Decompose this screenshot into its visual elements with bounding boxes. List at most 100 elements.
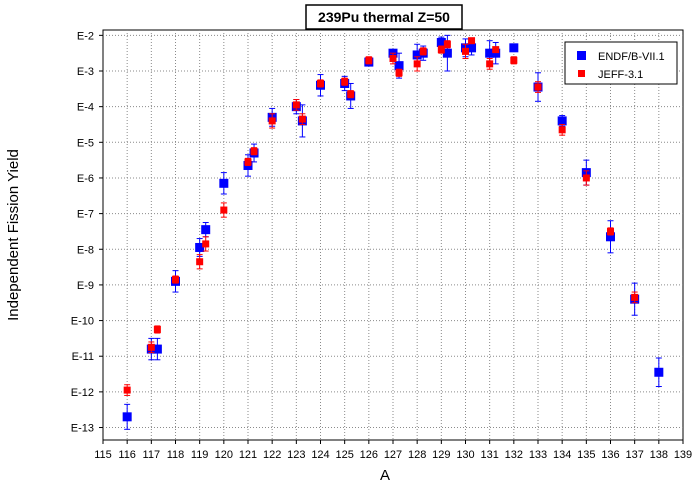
x-tick-label: 123 — [287, 449, 305, 461]
chart-title: 239Pu thermal Z=50 — [318, 9, 450, 25]
data-point — [654, 357, 664, 388]
marker — [123, 386, 131, 394]
x-tick-label: 121 — [239, 449, 257, 461]
marker — [202, 240, 210, 248]
marker — [220, 206, 228, 214]
x-tick-label: 124 — [311, 449, 329, 461]
y-tick-label: E-12 — [71, 387, 94, 399]
marker — [557, 116, 567, 126]
data-point — [341, 77, 349, 86]
marker — [654, 367, 664, 377]
x-tick-label: 129 — [432, 449, 450, 461]
marker — [298, 115, 306, 123]
data-point — [509, 43, 519, 53]
data-point — [317, 79, 324, 88]
marker — [395, 69, 403, 77]
marker — [195, 242, 205, 252]
marker — [606, 232, 615, 242]
marker — [413, 60, 421, 68]
data-point — [413, 56, 421, 72]
marker — [412, 50, 422, 60]
data-point — [462, 43, 469, 60]
data-point — [395, 68, 403, 77]
x-tick-label: 120 — [215, 449, 233, 461]
data-point — [219, 172, 229, 195]
marker — [365, 56, 373, 64]
marker — [491, 48, 501, 58]
marker — [510, 56, 518, 64]
y-tick-label: E-8 — [77, 244, 94, 256]
marker — [468, 37, 476, 45]
x-tick-label: 119 — [191, 449, 209, 461]
x-tick-label: 133 — [529, 449, 547, 461]
x-tick-label: 136 — [601, 449, 619, 461]
marker — [534, 83, 542, 91]
marker — [219, 178, 229, 188]
y-tick-label: E-3 — [77, 66, 94, 78]
x-tick-label: 128 — [408, 449, 426, 461]
x-tick-label: 117 — [143, 449, 161, 461]
x-tick-label: 139 — [674, 449, 692, 461]
legend-label-jeff: JEFF-3.1 — [598, 69, 643, 81]
x-tick-label: 125 — [335, 449, 353, 461]
marker — [122, 412, 132, 422]
data-point — [468, 37, 476, 45]
data-point — [123, 384, 131, 396]
data-point — [607, 227, 614, 236]
data-point — [582, 170, 590, 186]
marker — [341, 78, 349, 86]
data-point — [534, 81, 542, 93]
title-frame — [305, 4, 463, 30]
marker — [443, 40, 451, 48]
marker — [347, 90, 355, 98]
y-tick-label: E-13 — [71, 423, 94, 435]
legend-label-endf: ENDF/B-VII.1 — [598, 51, 665, 63]
data-point — [510, 56, 518, 65]
data-point — [606, 220, 615, 254]
marker — [582, 174, 590, 182]
data-point — [196, 254, 204, 270]
x-tick-label: 134 — [553, 449, 571, 461]
marker — [462, 47, 469, 55]
marker — [153, 325, 161, 333]
data-point — [244, 157, 252, 166]
marker — [467, 43, 477, 53]
y-tick-label: E-4 — [77, 102, 94, 114]
data-point — [443, 40, 451, 49]
data-point — [631, 291, 639, 304]
data-point — [298, 113, 306, 125]
data-point — [250, 147, 258, 156]
data-point — [268, 113, 276, 129]
y-axis-label: Independent Fission Yield — [5, 149, 22, 321]
data-point — [491, 41, 501, 65]
data-point — [153, 325, 161, 334]
marker — [437, 46, 445, 54]
data-point — [220, 202, 228, 218]
marker — [147, 343, 155, 351]
data-point — [152, 337, 162, 361]
marker — [196, 258, 204, 266]
y-tick-label: E-11 — [72, 351, 94, 363]
data-point — [492, 46, 500, 54]
marker — [442, 48, 452, 58]
x-tick-label: 126 — [360, 449, 378, 461]
data-point — [486, 58, 494, 70]
x-tick-label: 135 — [577, 449, 595, 461]
data-point — [202, 236, 210, 252]
x-tick-label: 115 — [94, 449, 112, 461]
y-tick-label: E-9 — [77, 280, 94, 292]
marker — [492, 46, 500, 54]
marker — [292, 101, 300, 109]
data-point — [437, 45, 445, 54]
y-tick-label: E-5 — [77, 137, 94, 149]
series-layer — [122, 34, 664, 430]
legend-swatch-jeff — [578, 70, 585, 77]
marker — [152, 344, 162, 354]
x-tick-label: 116 — [118, 449, 136, 461]
series-jeff — [123, 37, 639, 396]
y-tick-label: E-6 — [77, 173, 94, 185]
data-point — [558, 123, 566, 136]
x-tick-label: 132 — [505, 449, 523, 461]
marker — [317, 79, 324, 87]
